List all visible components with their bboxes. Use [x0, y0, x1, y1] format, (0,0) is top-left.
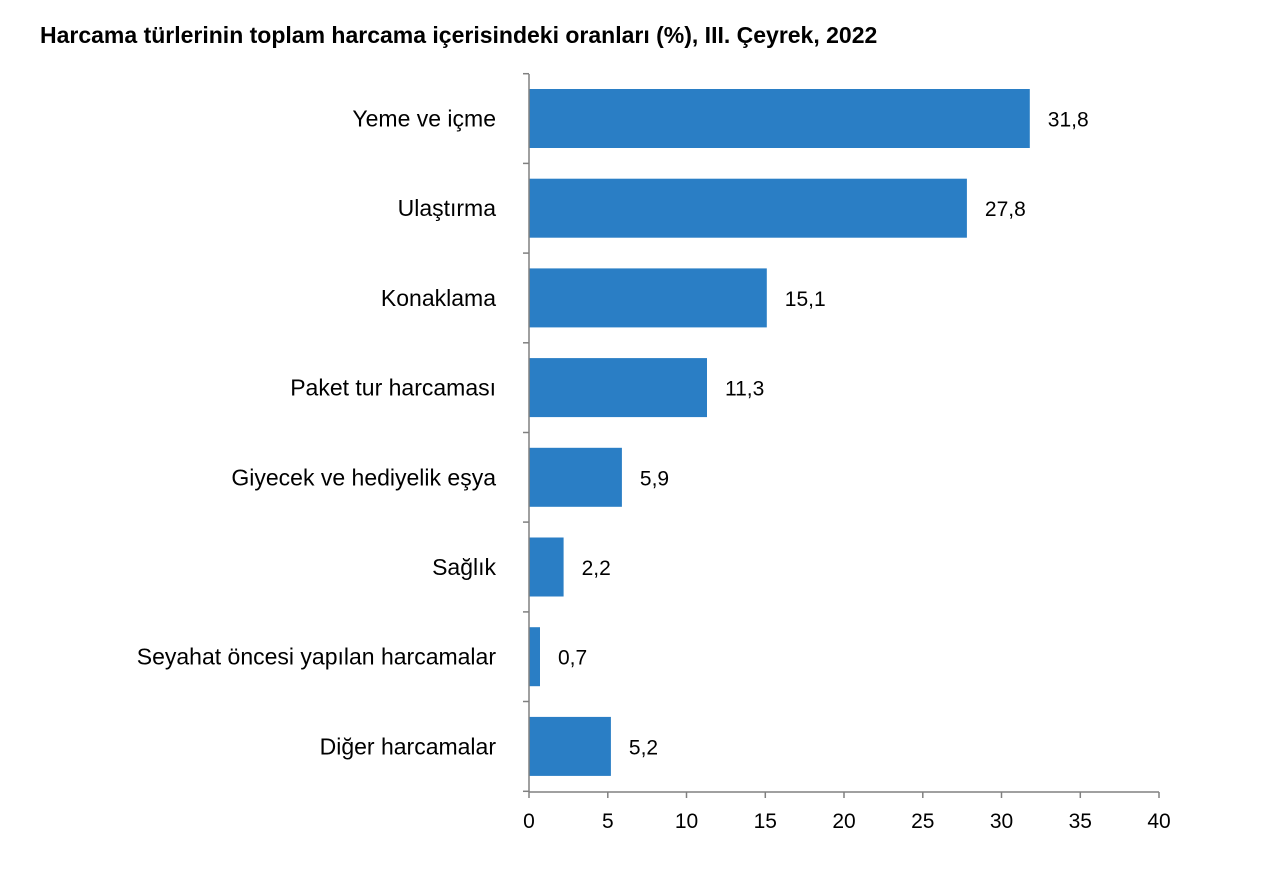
data-label: 5,2 [629, 736, 658, 759]
category-label: Seyahat öncesi yapılan harcamalar [137, 644, 497, 670]
category-label: Diğer harcamalar [320, 733, 497, 759]
bar [529, 447, 622, 507]
x-tick-label: 10 [675, 810, 698, 833]
x-tick-label: 15 [754, 810, 777, 833]
x-tick-label: 0 [523, 810, 535, 833]
data-label: 27,8 [985, 198, 1026, 221]
category-label: Konaklama [381, 285, 496, 311]
data-label: 15,1 [785, 288, 826, 311]
bar [529, 537, 564, 597]
category-label: Yeme ve içme [352, 106, 496, 132]
value-labels: 31,8 27,8 15,1 11,3 5,9 2,2 0,7 5,2 [558, 109, 1089, 760]
category-label: Giyecek ve hediyelik eşya [231, 464, 496, 490]
bar [529, 268, 767, 328]
bar [529, 178, 967, 238]
x-tick-label: 30 [990, 810, 1013, 833]
bar [529, 627, 540, 687]
bar [529, 358, 707, 418]
x-tick-label: 40 [1147, 810, 1170, 833]
category-label: Paket tur harcaması [290, 375, 496, 401]
category-label: Sağlık [432, 554, 496, 580]
x-axis-ticks: 0 5 10 15 20 25 30 35 40 [523, 792, 1171, 833]
bar [529, 716, 611, 776]
chart-title: Harcama türlerinin toplam harcama içeris… [40, 22, 878, 48]
data-label: 31,8 [1048, 109, 1089, 132]
data-label: 5,9 [640, 467, 669, 490]
x-tick-label: 35 [1069, 810, 1092, 833]
category-labels: Yeme ve içme Ulaştırma Konaklama Paket tur … [137, 106, 497, 760]
bar [529, 89, 1030, 148]
data-label: 11,3 [725, 378, 764, 401]
x-tick-label: 20 [832, 810, 855, 833]
bars-layer [529, 89, 1030, 776]
x-tick-label: 5 [602, 810, 614, 833]
category-label: Ulaştırma [398, 195, 497, 221]
data-label: 2,2 [582, 557, 611, 580]
x-tick-label: 25 [911, 810, 934, 833]
data-label: 0,7 [558, 647, 587, 670]
